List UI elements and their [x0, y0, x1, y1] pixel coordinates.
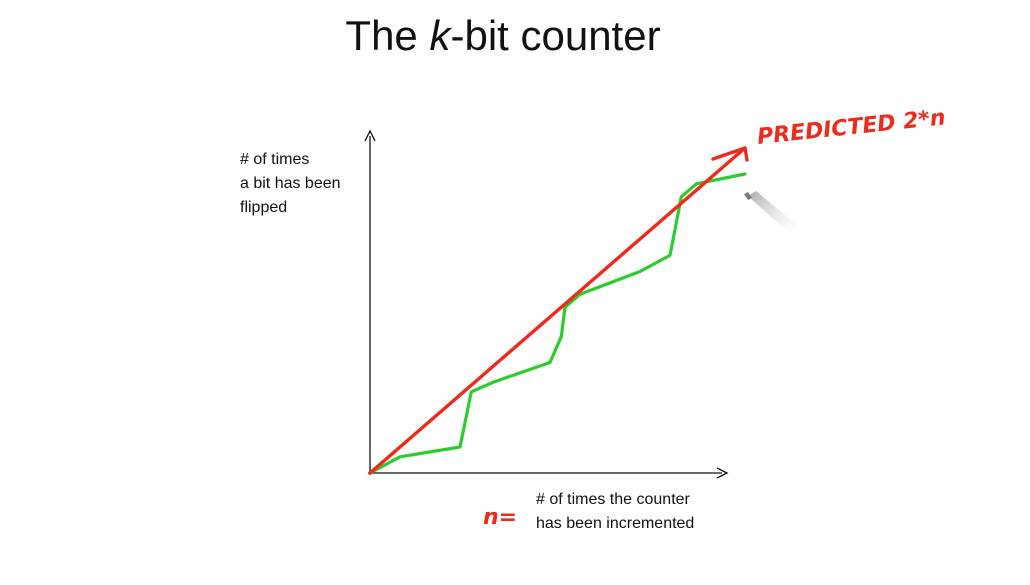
- predicted-arrowhead: [711, 146, 749, 162]
- x-axis-label-line: has been incremented: [536, 515, 695, 532]
- title-prefix: The: [345, 12, 430, 59]
- y-axis-label-line: a bit has been: [240, 175, 341, 192]
- y-axis: [364, 129, 376, 475]
- x-axis-arrow: [716, 467, 729, 479]
- series-predicted-line: [368, 146, 747, 475]
- x-axis: [368, 467, 729, 479]
- x-variable-annotation: n=: [483, 505, 517, 530]
- series-actual-line: [368, 172, 747, 475]
- title-variable: k: [429, 12, 451, 59]
- y-axis-label-line: flipped: [240, 199, 288, 216]
- x-axis-label: # of times the counter has been incremen…: [536, 488, 694, 536]
- predicted-annotation: PREDICTED 2*n: [756, 105, 947, 150]
- slide-title: The k-bit counter: [0, 12, 1006, 60]
- x-axis-label-line: # of times the counter: [536, 491, 690, 508]
- y-axis-label-line: # of times: [240, 151, 310, 168]
- y-axis-arrow: [364, 129, 376, 142]
- stylus-pen-icon: [744, 191, 798, 234]
- y-axis-label: # of times a bit has been flipped: [240, 148, 341, 220]
- title-suffix: -bit counter: [450, 12, 661, 59]
